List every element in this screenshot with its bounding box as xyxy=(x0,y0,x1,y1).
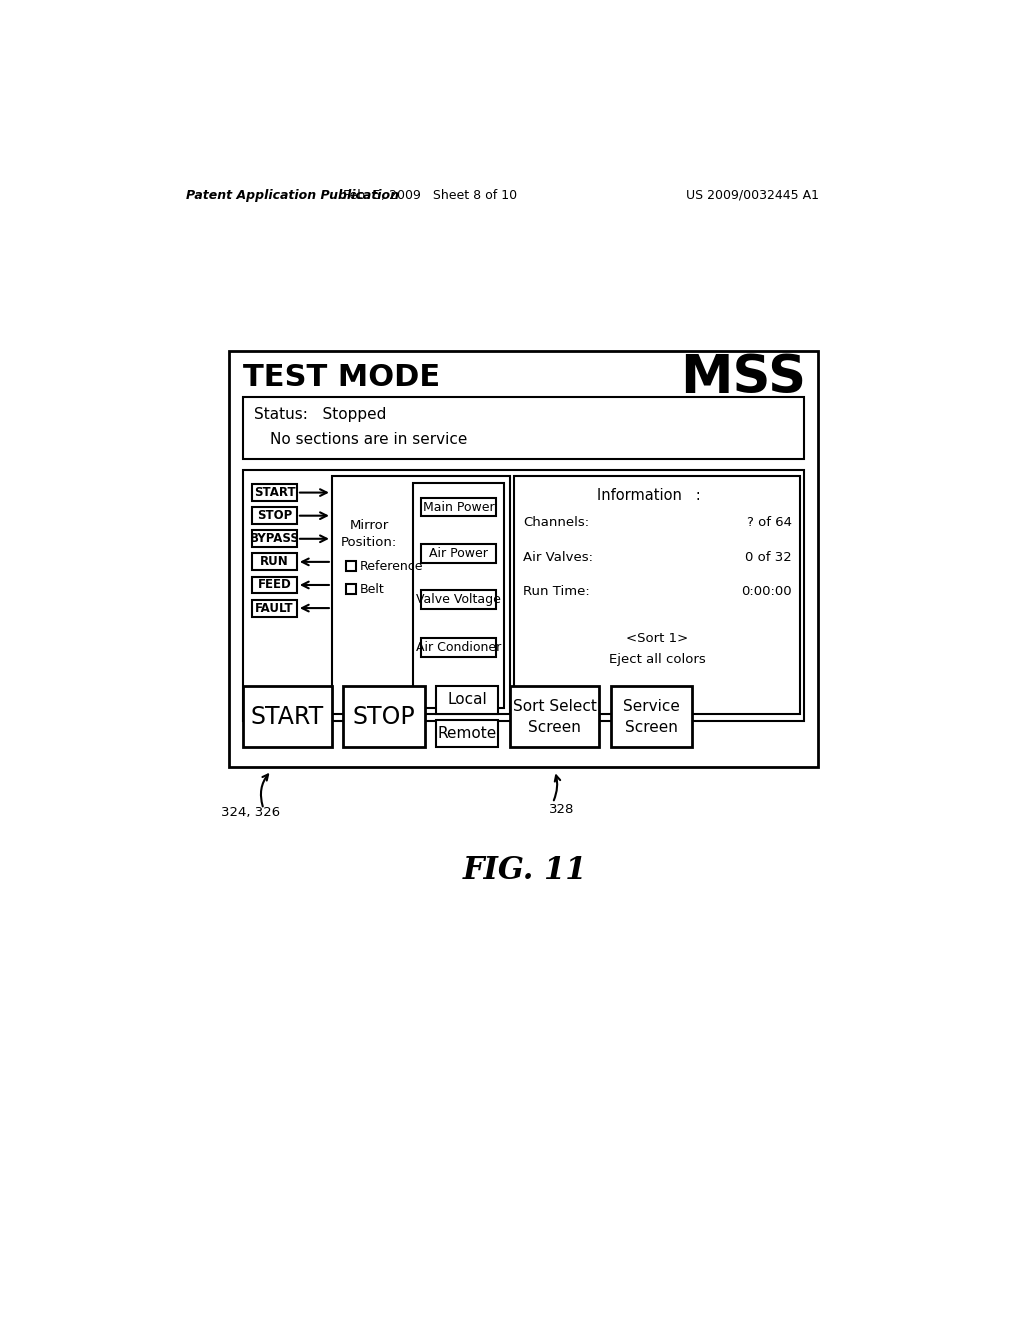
Text: FIG. 11: FIG. 11 xyxy=(463,855,587,886)
Text: Air Valves:: Air Valves: xyxy=(523,550,593,564)
Bar xyxy=(346,585,356,594)
Bar xyxy=(243,397,804,459)
Text: Air Condioner: Air Condioner xyxy=(416,640,501,653)
Bar xyxy=(252,507,297,524)
Text: Feb. 5, 2009   Sheet 8 of 10: Feb. 5, 2009 Sheet 8 of 10 xyxy=(343,189,517,202)
Text: Patent Application Publication: Patent Application Publication xyxy=(186,189,399,202)
Text: Air Power: Air Power xyxy=(429,546,488,560)
Bar xyxy=(436,686,499,714)
Bar xyxy=(346,561,356,572)
Text: START: START xyxy=(254,486,295,499)
Text: Service
Screen: Service Screen xyxy=(623,698,680,735)
Bar xyxy=(414,483,504,708)
Text: Main Power: Main Power xyxy=(423,500,495,513)
Text: RUN: RUN xyxy=(260,556,289,569)
Text: Local: Local xyxy=(447,692,487,708)
Bar xyxy=(332,477,510,714)
Bar xyxy=(436,719,499,747)
Text: Mirror
Position:: Mirror Position: xyxy=(341,519,397,549)
Text: 328: 328 xyxy=(549,803,574,816)
Text: Eject all colors: Eject all colors xyxy=(608,653,706,667)
Bar xyxy=(243,470,804,721)
Bar xyxy=(228,351,818,767)
Text: FAULT: FAULT xyxy=(255,602,294,615)
Bar xyxy=(243,686,332,747)
Text: No sections are in service: No sections are in service xyxy=(270,432,467,447)
Text: Belt: Belt xyxy=(359,582,384,595)
Bar xyxy=(252,484,297,502)
Text: STOP: STOP xyxy=(352,705,415,729)
Text: 0 of 32: 0 of 32 xyxy=(745,550,793,564)
Text: Valve Voltage: Valve Voltage xyxy=(416,593,501,606)
Text: MSS: MSS xyxy=(680,352,806,404)
Text: Channels:: Channels: xyxy=(523,516,590,529)
Text: BYPASS: BYPASS xyxy=(250,532,299,545)
Bar xyxy=(421,638,496,656)
Text: Run Time:: Run Time: xyxy=(523,585,590,598)
Text: Remote: Remote xyxy=(438,726,497,741)
Bar xyxy=(510,686,599,747)
Text: Reference: Reference xyxy=(359,560,423,573)
Text: FEED: FEED xyxy=(258,578,292,591)
Bar xyxy=(252,577,297,594)
Bar xyxy=(421,498,496,516)
Bar xyxy=(421,590,496,609)
Text: Status:   Stopped: Status: Stopped xyxy=(254,408,387,422)
Bar xyxy=(514,477,800,714)
Text: Sort Select
Screen: Sort Select Screen xyxy=(513,698,597,735)
Text: US 2009/0032445 A1: US 2009/0032445 A1 xyxy=(686,189,819,202)
Text: 0:00:00: 0:00:00 xyxy=(741,585,793,598)
Bar xyxy=(343,686,425,747)
Bar xyxy=(421,544,496,562)
Text: TEST MODE: TEST MODE xyxy=(243,363,440,392)
Bar xyxy=(252,599,297,616)
Bar xyxy=(252,553,297,570)
Text: <Sort 1>: <Sort 1> xyxy=(626,631,688,644)
Text: Information   :: Information : xyxy=(597,488,701,503)
Text: ? of 64: ? of 64 xyxy=(748,516,793,529)
Bar xyxy=(252,531,297,548)
Text: 324, 326: 324, 326 xyxy=(221,807,281,820)
Text: START: START xyxy=(250,705,324,729)
Bar xyxy=(611,686,692,747)
Text: STOP: STOP xyxy=(257,510,292,523)
